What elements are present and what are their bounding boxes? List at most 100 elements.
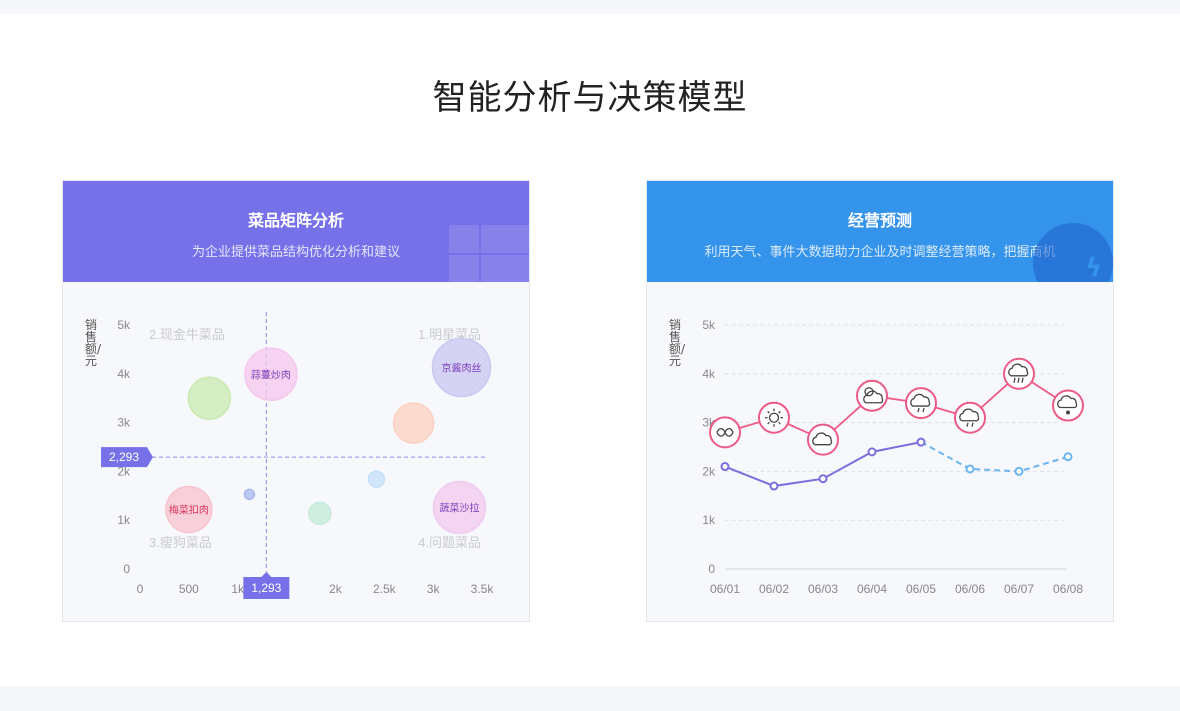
lightning-icon: ϟ xyxy=(1085,253,1103,282)
y-tick-label: 2k xyxy=(702,464,716,478)
x-tick-label: 06/05 xyxy=(906,582,936,596)
matrix-y-axis-label: 销售额/元 xyxy=(85,318,102,368)
weather-point-circle xyxy=(954,401,986,434)
x-tick-label: 06/08 xyxy=(1053,582,1083,596)
weather-point xyxy=(905,387,937,420)
sleet-drop xyxy=(1066,410,1070,415)
y-tick-label: 4k xyxy=(117,367,131,381)
forecast-y-axis-label: 销售额/元 xyxy=(669,318,686,368)
bubble-point xyxy=(308,501,332,526)
sun-shape xyxy=(768,412,780,423)
x-tick-label: 06/01 xyxy=(710,582,740,596)
quadrant-label: 3.瘦狗菜品 xyxy=(149,535,212,550)
series-point xyxy=(1014,466,1024,476)
weather-point-circle xyxy=(905,387,937,420)
x-crosshair-badge[interactable]: 1,293 xyxy=(243,572,290,599)
weather-point xyxy=(709,416,741,449)
partly-cloudy-icon xyxy=(863,387,884,404)
bubble-label: 京酱肉丝 xyxy=(441,361,481,374)
x-tick-label: 3k xyxy=(427,582,441,596)
y-crosshair-value: 2,293 xyxy=(109,450,139,464)
menu-matrix-header: 菜品矩阵分析 为企业提供菜品结构优化分析和建议 xyxy=(63,181,529,282)
weather-point-circle xyxy=(758,401,790,434)
x-crosshair-value: 1,293 xyxy=(251,581,281,595)
cloud-shape xyxy=(910,393,931,407)
x-tick-label: 06/06 xyxy=(955,582,985,596)
bubble-point xyxy=(243,488,256,501)
rain-drop xyxy=(917,407,920,413)
circle-decoration-icon xyxy=(1033,223,1113,282)
weather-point xyxy=(856,379,888,412)
rain-drop xyxy=(966,422,969,427)
cloud-icon xyxy=(812,432,833,446)
bubble-circle xyxy=(244,347,298,402)
bubble-circle xyxy=(392,402,435,444)
series-point xyxy=(867,447,877,457)
sun-ray xyxy=(778,421,781,425)
quadrant-label: 4.问题菜品 xyxy=(418,535,481,550)
bubble-point: 蔬菜沙拉 xyxy=(432,480,487,535)
bottom-band xyxy=(0,686,1180,711)
bubble-circle xyxy=(243,488,256,501)
y-tick-label: 0 xyxy=(123,562,130,576)
quadrant-label: 2.现金牛菜品 xyxy=(149,327,225,342)
cloud-shape xyxy=(959,408,980,422)
bubble-circle xyxy=(432,480,487,535)
x-tick-label: 2k xyxy=(329,582,343,596)
weather-point-circle xyxy=(1052,389,1084,422)
bubble-circle xyxy=(367,470,386,488)
bubble-circle xyxy=(431,337,492,398)
bubble-label: 蔬菜沙拉 xyxy=(440,502,480,515)
y-tick-label: 1k xyxy=(117,513,131,527)
menu-matrix-subtitle: 为企业提供菜品结构优化分析和建议 xyxy=(191,245,400,260)
cloud-shape xyxy=(1008,363,1029,377)
bubble-point: 蒜薹炒肉 xyxy=(244,347,298,402)
weather-point xyxy=(1052,389,1084,422)
bubble-point xyxy=(367,470,386,488)
weather-point xyxy=(1003,357,1035,390)
bubble-label: 梅菜扣肉 xyxy=(169,503,209,516)
y-tick-label: 3k xyxy=(117,416,131,430)
bubble-circle xyxy=(165,485,213,534)
rain-drop xyxy=(971,422,974,427)
y-tick-label: 4k xyxy=(702,367,716,381)
y-tick-label: 2k xyxy=(117,464,131,478)
series-point xyxy=(916,437,926,447)
y-tick-label: 1k xyxy=(702,513,716,527)
series-point xyxy=(818,474,828,484)
x-tick-label: 1k xyxy=(231,582,245,596)
page-title: 智能分析与决策模型 xyxy=(432,78,748,118)
rain-drop xyxy=(1017,377,1020,383)
cloud-shape xyxy=(1057,395,1078,409)
cloud-shape xyxy=(863,390,884,404)
bubble-circle xyxy=(187,376,232,420)
x-tick-label: 0 xyxy=(137,582,144,596)
top-band xyxy=(0,0,1180,14)
series-point xyxy=(720,462,730,472)
matrix-chart: 5k 4k 3k 2k 1k 0 0 500 1k 2k 2.5k 3k 3.5k 2.现金牛菜品 1… xyxy=(101,312,495,599)
haze-shape xyxy=(716,427,734,437)
y-tick-label: 5k xyxy=(702,318,716,332)
menu-matrix-card: 菜品矩阵分析 为企业提供菜品结构优化分析和建议 销售额/元 5k 4k 3k 2k 1k… xyxy=(62,180,530,622)
rain-icon xyxy=(1008,363,1029,383)
bubble-circle xyxy=(308,501,332,526)
cloudy-icon xyxy=(716,427,734,437)
series-line xyxy=(920,441,1069,473)
sun-ray xyxy=(778,410,781,414)
drizzle-icon xyxy=(910,393,931,413)
weather-point-circle xyxy=(807,423,839,456)
forecast-subtitle: 利用天气、事件大数据助力企业及时调整经营策略，把握商机 xyxy=(704,245,1056,260)
cloud-shape xyxy=(812,432,833,446)
rain-drop xyxy=(1021,377,1024,383)
x-tick-label: 06/02 xyxy=(759,582,789,596)
weather-point xyxy=(758,401,790,434)
x-tick-label: 06/04 xyxy=(857,582,887,596)
bubble-point xyxy=(392,402,435,444)
x-tick-label: 3.5k xyxy=(471,582,495,596)
y-crosshair-badge[interactable]: 2,293 xyxy=(101,447,153,468)
x-tick-label: 500 xyxy=(179,582,199,596)
forecast-title: 经营预测 xyxy=(847,211,912,230)
weather-point xyxy=(954,401,986,434)
series-point xyxy=(769,481,779,491)
rain-drop xyxy=(1013,377,1016,383)
